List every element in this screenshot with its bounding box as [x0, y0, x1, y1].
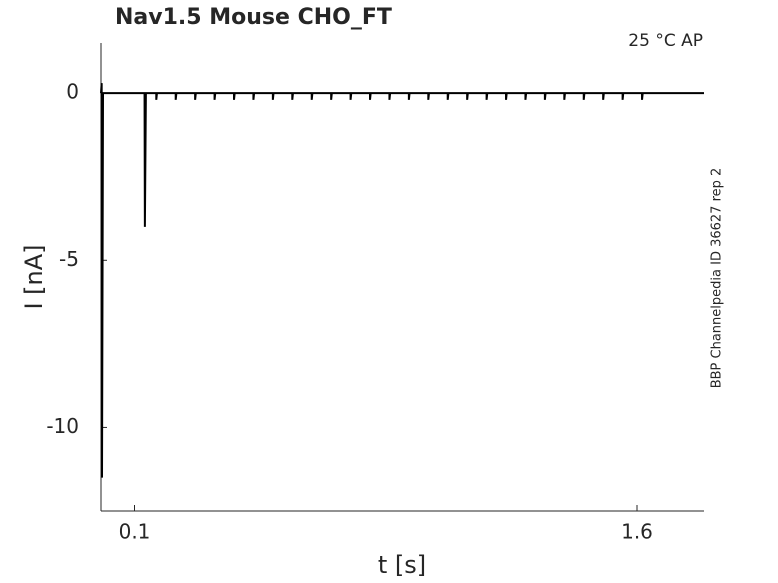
annotation: 25 °C AP [628, 31, 703, 51]
chart-title: Nav1.5 Mouse CHO_FT [115, 5, 392, 30]
side-label: BBP Channelpedia ID 36627 rep 2 [710, 168, 725, 389]
y-axis-label: I [nA] [20, 244, 48, 309]
y-tick-label: 0 [66, 80, 79, 104]
x-axis-label: t [s] [378, 551, 426, 579]
y-tick-label: -5 [59, 247, 79, 271]
x-tick-label: 0.1 [119, 520, 151, 544]
y-tick-label: -10 [46, 414, 79, 438]
trace [100, 83, 704, 478]
x-tick-label: 1.6 [621, 520, 653, 544]
